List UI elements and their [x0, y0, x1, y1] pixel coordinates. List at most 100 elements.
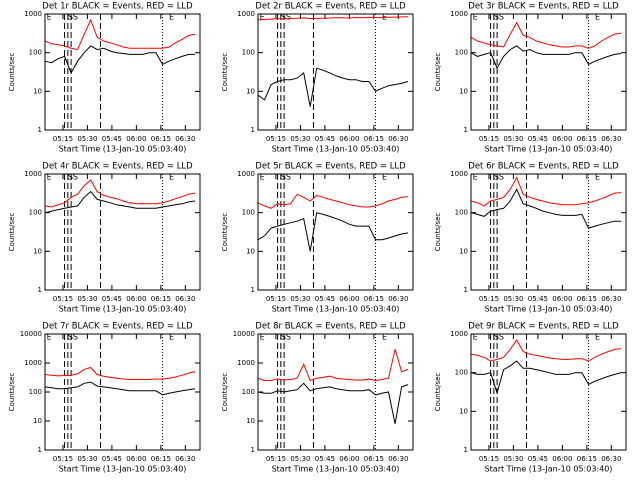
data-line [470, 188, 622, 229]
y-tick-label: 1000 [450, 330, 468, 338]
y-tick-label: 1000 [450, 10, 468, 18]
y-tick-label: 1000 [237, 10, 255, 18]
plot-frame [44, 173, 201, 291]
data-line [257, 212, 409, 252]
data-line [44, 18, 196, 51]
data-line [470, 360, 622, 395]
x-tick-label: 05:45 [315, 455, 335, 463]
y-axis-label: Counts/sec [8, 373, 16, 412]
y-tick-label: 1000 [24, 10, 42, 18]
chart-title: Det 8r BLACK = Events, RED = LLD [255, 322, 406, 332]
y-tick-label: 100 [29, 388, 42, 396]
chart-title: Det 3r BLACK = Events, RED = LLD [468, 2, 619, 12]
x-tick-label: 05:15 [479, 295, 499, 303]
x-tick-label: 06:15 [577, 295, 597, 303]
chart-title: Det 6r BLACK = Events, RED = LLD [468, 162, 619, 172]
x-axis-label: Start Time (13-Jan-10 05:03:40) [272, 145, 400, 154]
x-tick-label: 05:30 [290, 295, 310, 303]
x-tick-label: 05:45 [315, 295, 335, 303]
y-axis-label: Counts/sec [434, 53, 442, 92]
data-line [44, 45, 196, 75]
chart-title: Det 4r BLACK = Events, RED = LLD [42, 162, 193, 172]
y-axis-label: Counts/sec [221, 373, 229, 412]
x-tick-label: 06:30 [175, 295, 195, 303]
x-axis-label: Start Time (13-Jan-10 05:03:40) [59, 465, 187, 474]
x-tick-label: 05:30 [77, 295, 97, 303]
annotation: SS [68, 13, 78, 22]
data-line [257, 16, 409, 21]
y-tick-label: 10 [459, 87, 468, 95]
y-axis-label: Counts/sec [8, 53, 16, 92]
data-line [470, 339, 622, 362]
x-tick-label: 06:00 [126, 135, 146, 143]
x-tick-label: 05:45 [528, 455, 548, 463]
x-axis-label: Start Time (13-Jan-10 05:03:40) [272, 305, 400, 314]
x-tick-label: 05:45 [528, 135, 548, 143]
annotation: E [169, 333, 174, 342]
annotation: E [47, 173, 52, 182]
annotation: E [260, 173, 265, 182]
y-tick-label: 100 [29, 209, 42, 217]
x-tick-label: 05:15 [266, 455, 286, 463]
data-line [470, 45, 622, 70]
x-tick-label: 05:45 [528, 295, 548, 303]
y-tick-label: 1000 [24, 170, 42, 178]
x-tick-label: 05:30 [77, 455, 97, 463]
x-tick-label: 06:30 [601, 295, 621, 303]
annotation: E [382, 13, 387, 22]
x-tick-label: 05:15 [479, 135, 499, 143]
data-line [44, 366, 196, 380]
y-tick-label: 100 [455, 209, 468, 217]
plot-frame [470, 173, 627, 291]
y-tick-label: 10 [33, 87, 42, 95]
y-tick-label: 10 [33, 247, 42, 255]
data-line [257, 193, 409, 209]
data-line [470, 21, 622, 49]
annotation: SS [494, 173, 504, 182]
annotation: E [595, 13, 600, 22]
x-tick-label: 06:00 [126, 295, 146, 303]
y-axis-label: Counts/sec [221, 213, 229, 252]
annotation: E [169, 13, 174, 22]
y-tick-label: 10000 [233, 330, 255, 338]
y-tick-label: 1 [251, 126, 255, 134]
y-tick-label: 1000 [237, 359, 255, 367]
y-tick-label: 1000 [237, 170, 255, 178]
x-axis-label: Start Time (13-Jan-10 05:03:40) [485, 145, 613, 154]
annotation: E [595, 333, 600, 342]
y-tick-label: 10 [246, 417, 255, 425]
x-tick-label: 06:30 [388, 135, 408, 143]
annotation: E [473, 333, 478, 342]
annotation: E [47, 333, 52, 342]
x-axis-label: Start Time (13-Jan-10 05:03:40) [485, 305, 613, 314]
x-tick-label: 06:00 [339, 295, 359, 303]
x-tick-label: 05:15 [479, 455, 499, 463]
y-tick-label: 100 [242, 388, 255, 396]
y-tick-label: 100 [242, 49, 255, 57]
y-tick-label: 100 [455, 49, 468, 57]
x-axis-label: Start Time (13-Jan-10 05:03:40) [272, 465, 400, 474]
x-tick-label: 05:30 [77, 135, 97, 143]
y-tick-label: 1 [38, 446, 42, 454]
x-tick-label: 06:30 [388, 295, 408, 303]
x-tick-label: 06:15 [577, 135, 597, 143]
x-tick-label: 06:00 [126, 455, 146, 463]
annotation: SS [281, 173, 291, 182]
x-tick-label: 05:45 [102, 135, 122, 143]
y-axis-label: Counts/sec [221, 53, 229, 92]
annotation: E [473, 173, 478, 182]
x-tick-label: 05:30 [503, 455, 523, 463]
x-tick-label: 05:30 [503, 295, 523, 303]
chart-title: Det 2r BLACK = Events, RED = LLD [255, 2, 406, 12]
y-tick-label: 1000 [24, 359, 42, 367]
y-tick-label: 1 [38, 286, 42, 294]
x-tick-label: 06:15 [364, 295, 384, 303]
data-line [470, 176, 622, 207]
x-tick-label: 06:00 [552, 295, 572, 303]
data-line [44, 179, 196, 208]
x-tick-label: 06:00 [339, 135, 359, 143]
x-tick-label: 05:30 [503, 135, 523, 143]
plot-frame [470, 13, 627, 131]
annotation: E [473, 13, 478, 22]
y-tick-label: 1 [38, 126, 42, 134]
